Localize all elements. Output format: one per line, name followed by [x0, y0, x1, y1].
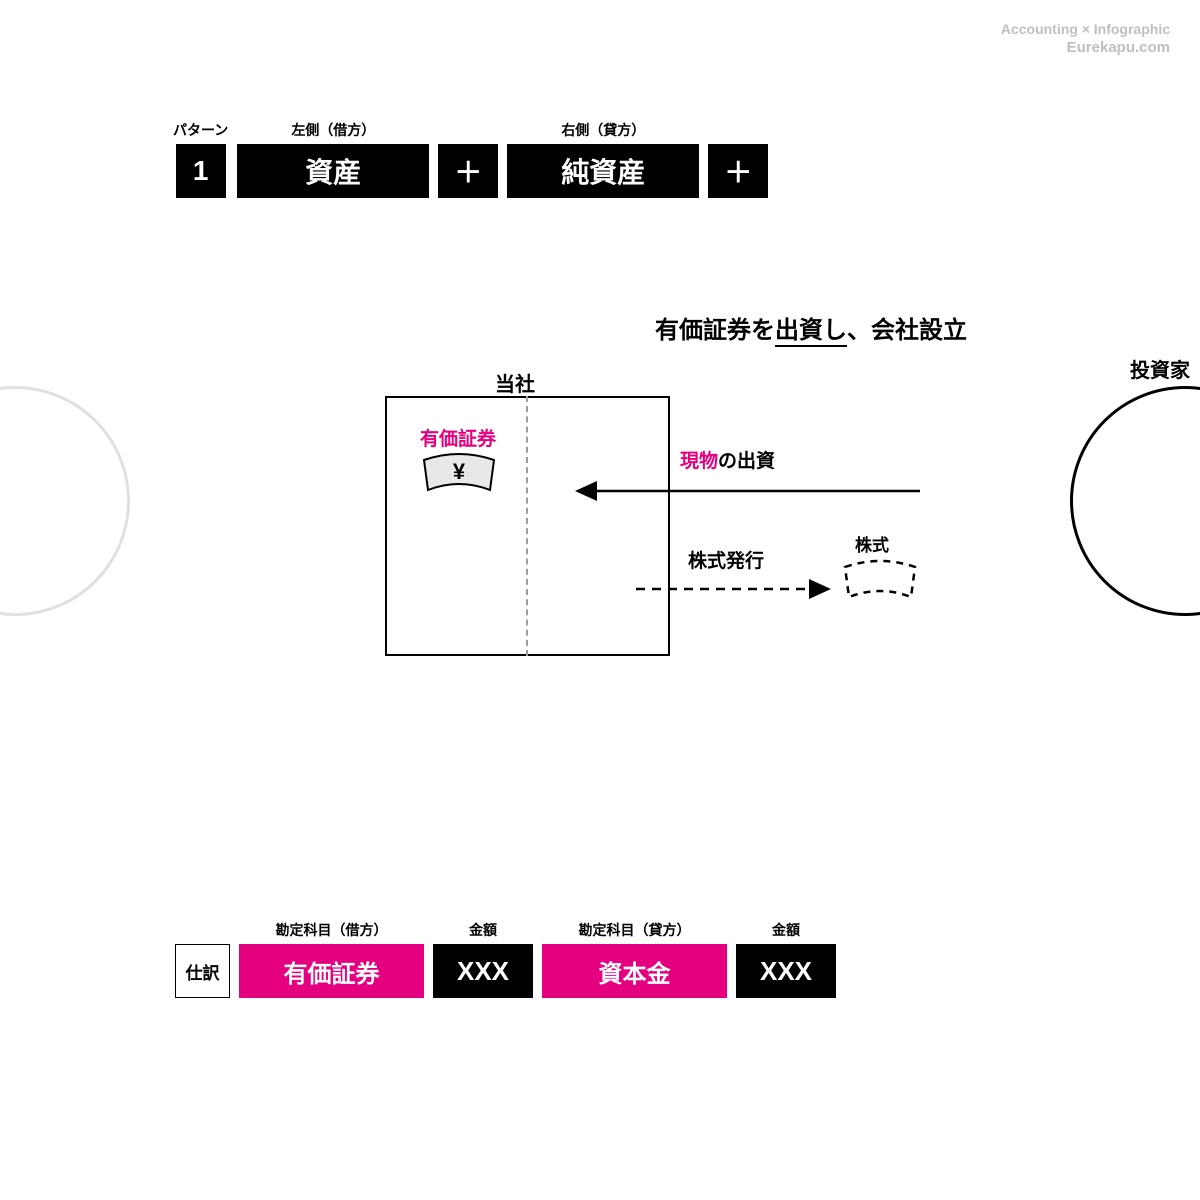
journal-credit-box: 資本金: [542, 944, 727, 998]
left-circle: [0, 386, 130, 616]
pattern-plus-1: ＋: [438, 144, 498, 198]
security-icon: ¥: [420, 450, 498, 496]
investor-circle: [1070, 386, 1200, 616]
pattern-row: パターン 1 左側（借方） 資産 ＋ 右側（貸方） 純資産 ＋: [173, 120, 768, 198]
arrow1-accent: 現物: [680, 451, 718, 472]
header-line1: Accounting × Infographic: [1001, 20, 1170, 38]
title-post: 、会社設立: [847, 317, 967, 344]
arrow-inbound: [575, 476, 920, 506]
stock-label: 株式: [855, 531, 889, 556]
company-label: 当社: [495, 368, 535, 397]
journal-debit-amt-label: 金額: [469, 920, 497, 940]
pattern-left-box: 資産: [237, 144, 429, 198]
journal-debit-box: 有価証券: [239, 944, 424, 998]
pattern-number-col: パターン 1: [173, 120, 228, 198]
pattern-label: パターン: [173, 120, 228, 140]
investor-label: 投資家: [1130, 354, 1190, 383]
arrow-outbound: [636, 574, 831, 604]
journal-credit-amt-col: 金額 XXX: [736, 920, 836, 998]
journal-credit-amt-label: 金額: [772, 920, 800, 940]
arrow2-label: 株式発行: [688, 546, 764, 573]
scenario-title: 有価証券を出資し、会社設立: [655, 310, 967, 345]
arrow1-rest: の出資: [718, 451, 775, 472]
pattern-left-label: 左側（借方）: [291, 120, 375, 140]
pattern-plus-2: ＋: [708, 144, 768, 198]
pattern-right-col: 右側（貸方） 純資産: [507, 120, 699, 198]
journal-credit-label: 勘定科目（貸方）: [579, 920, 691, 940]
pattern-right-label: 右側（貸方）: [561, 120, 645, 140]
arrow1-label: 現物の出資: [680, 446, 775, 473]
stock-icon: [840, 556, 920, 604]
company-divider: [526, 396, 528, 656]
journal-label-box: 仕訳: [175, 944, 230, 998]
header-line2: Eurekapu.com: [1001, 38, 1170, 58]
journal-debit-col: 勘定科目（借方） 有価証券: [239, 920, 424, 998]
yen-symbol: ¥: [453, 459, 466, 484]
diagram-area: 投資家 当社 有価証券 ¥ 現物の出資 株式発行 株式: [0, 364, 1200, 714]
journal-debit-amt-col: 金額 XXX: [433, 920, 533, 998]
pattern-number-box: 1: [176, 144, 226, 198]
title-underlined: 出資し: [775, 317, 847, 347]
journal-credit-amt-box: XXX: [736, 944, 836, 998]
title-pre: 有価証券を: [655, 317, 775, 344]
header-credit: Accounting × Infographic Eurekapu.com: [1001, 20, 1170, 58]
journal-debit-amt-box: XXX: [433, 944, 533, 998]
security-label: 有価証券: [420, 424, 496, 451]
journal-row: 仕訳 勘定科目（借方） 有価証券 金額 XXX 勘定科目（貸方） 資本金 金額 …: [175, 920, 836, 998]
pattern-left-col: 左側（借方） 資産: [237, 120, 429, 198]
pattern-right-box: 純資産: [507, 144, 699, 198]
journal-credit-col: 勘定科目（貸方） 資本金: [542, 920, 727, 998]
journal-debit-label: 勘定科目（借方）: [276, 920, 388, 940]
